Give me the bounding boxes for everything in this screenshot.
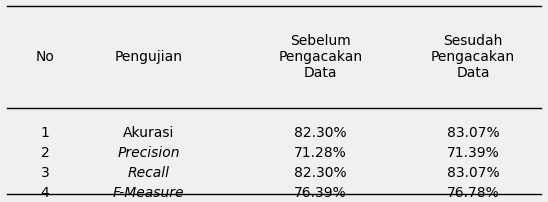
Text: F-Measure: F-Measure bbox=[113, 185, 184, 199]
Text: 1: 1 bbox=[41, 125, 49, 139]
Text: 2: 2 bbox=[41, 145, 49, 159]
Text: 83.07%: 83.07% bbox=[447, 125, 499, 139]
Text: 71.28%: 71.28% bbox=[294, 145, 347, 159]
Text: Recall: Recall bbox=[128, 165, 169, 179]
Text: Akurasi: Akurasi bbox=[123, 125, 174, 139]
Text: 71.39%: 71.39% bbox=[447, 145, 499, 159]
Text: 4: 4 bbox=[41, 185, 49, 199]
Text: Pengujian: Pengujian bbox=[115, 50, 182, 64]
Text: Precision: Precision bbox=[117, 145, 180, 159]
Text: Sebelum
Pengacakan
Data: Sebelum Pengacakan Data bbox=[278, 34, 362, 80]
Text: 82.30%: 82.30% bbox=[294, 125, 347, 139]
Text: 3: 3 bbox=[41, 165, 49, 179]
Text: 83.07%: 83.07% bbox=[447, 165, 499, 179]
Text: 76.39%: 76.39% bbox=[294, 185, 347, 199]
Text: No: No bbox=[36, 50, 54, 64]
Text: 82.30%: 82.30% bbox=[294, 165, 347, 179]
Text: Sesudah
Pengacakan
Data: Sesudah Pengacakan Data bbox=[431, 34, 515, 80]
Text: 76.78%: 76.78% bbox=[447, 185, 499, 199]
